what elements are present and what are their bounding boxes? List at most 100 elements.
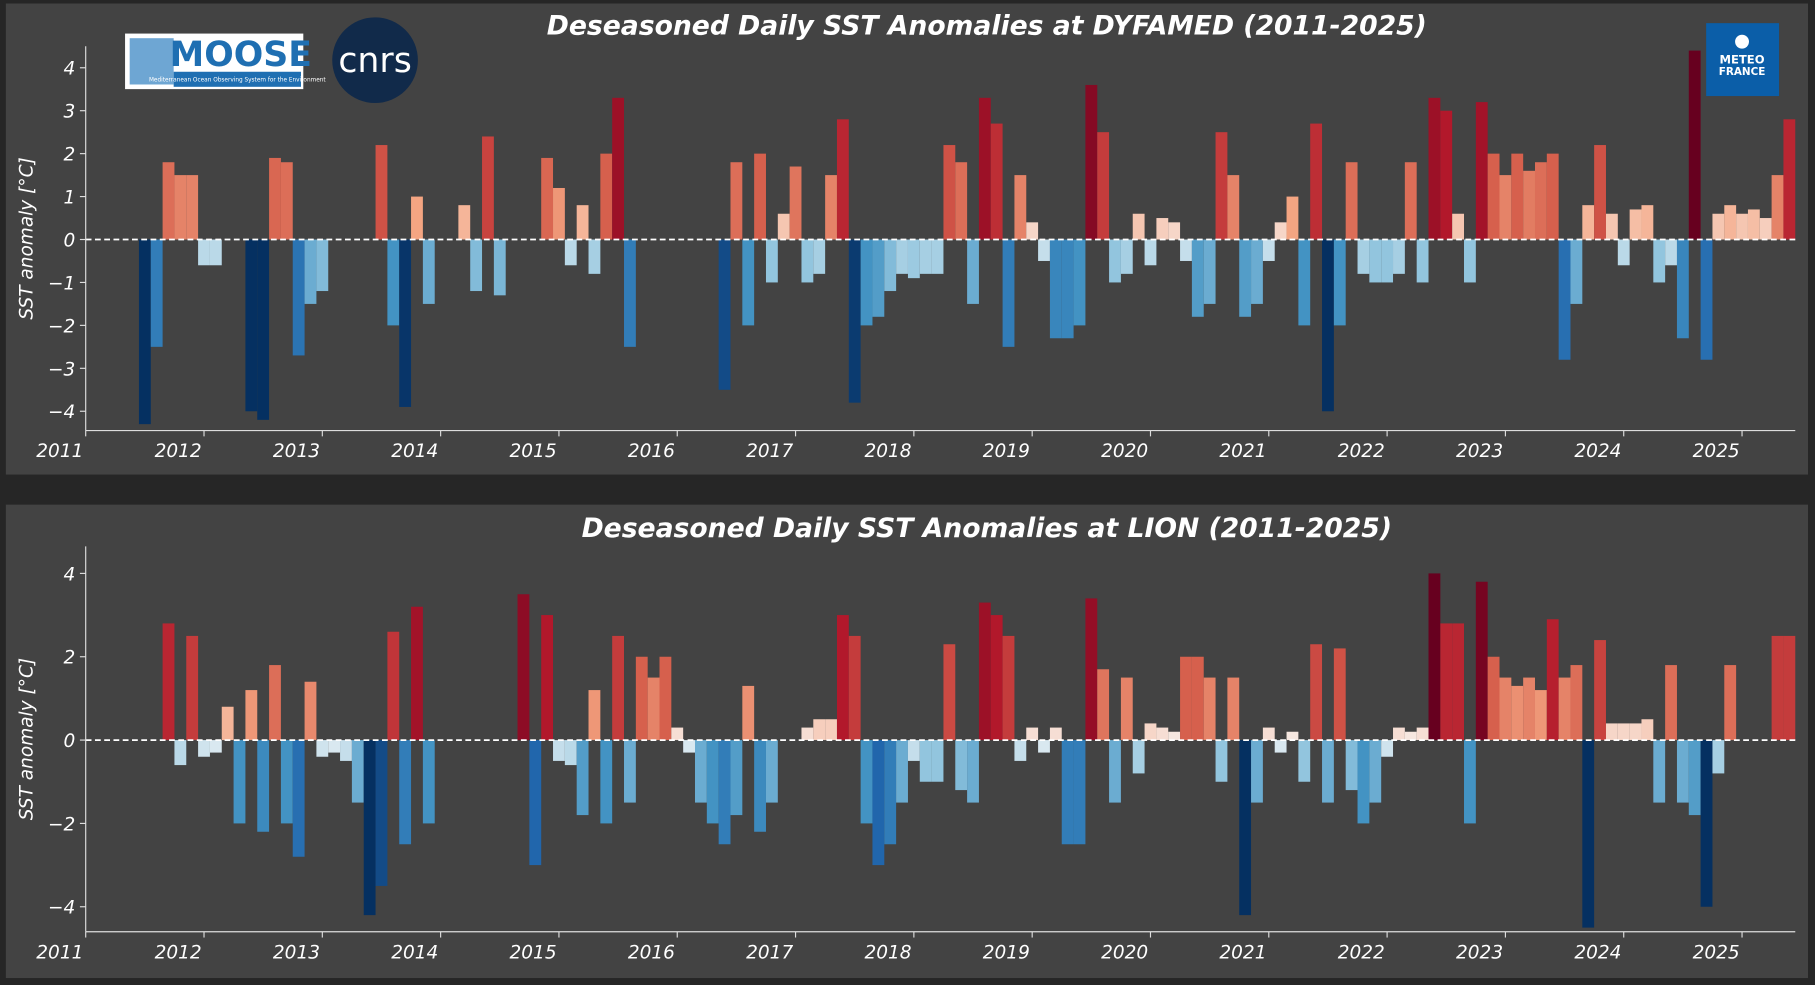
logo-text: MOOSE [170,35,312,75]
bar [718,740,731,845]
bar [1629,723,1642,741]
bar [257,740,270,832]
bar [955,740,968,791]
bar [1736,213,1748,240]
bar [1014,740,1027,761]
bar [825,719,837,741]
bar [848,635,861,741]
bar [612,635,625,741]
bar [1262,239,1275,261]
bar [1404,731,1417,741]
bar [1002,635,1015,741]
bar [1191,656,1204,741]
bar [1310,123,1323,240]
bar [1511,153,1524,240]
x-tick-label: 2017 [746,441,793,462]
y-tick-label: 0 [64,731,76,752]
bar [1558,239,1571,360]
logo-text: METEO [1720,53,1765,67]
bar [967,740,979,803]
bar [233,740,246,824]
bar [647,677,660,741]
bar [1132,740,1145,774]
bar [600,740,613,824]
bar [1168,222,1181,240]
bar [990,123,1003,240]
bar [919,740,932,782]
bar [1653,239,1666,283]
bar [1239,239,1252,317]
bar [138,239,151,425]
y-tick-label: −4 [48,402,75,423]
bar [1286,731,1299,741]
logo-band [173,71,301,87]
bar [1156,218,1169,240]
bar [1594,145,1606,240]
bar [789,166,802,240]
chart-title: Deseasoned Daily SST Anomalies at DYFAME… [547,11,1427,42]
bar [1038,740,1050,753]
bar [1700,740,1713,907]
bar [1464,740,1476,824]
bar [1073,239,1086,326]
bar [1629,209,1642,240]
chart-title: Deseasoned Daily SST Anomalies at LION (… [582,513,1392,544]
y-tick-label: −2 [48,814,75,835]
bar [765,239,778,283]
bar [1712,213,1725,240]
bar [1475,102,1488,240]
bar [1381,740,1394,757]
bar [1239,740,1252,916]
y-axis-label: SST anomaly [°C] [16,658,37,820]
bar [588,239,601,274]
bar [884,740,897,845]
bar [825,175,837,240]
bar [1582,205,1595,240]
bar [375,145,388,240]
bar [1783,635,1796,741]
bar [1605,723,1618,741]
x-tick-label: 2013 [273,441,320,462]
x-tick-label: 2022 [1338,942,1385,963]
bar [694,740,707,803]
bar [292,740,305,857]
bar [1617,723,1630,741]
bar [1038,239,1050,261]
bar [967,239,979,304]
bar [1605,213,1618,240]
bar [801,239,814,283]
bar [209,740,222,753]
bar [1026,222,1039,240]
bar [1381,239,1394,283]
bar [1771,635,1784,741]
bar [1097,669,1110,741]
bar [612,97,625,240]
bar [399,239,412,407]
bar [1132,213,1145,240]
bar [907,740,920,761]
bar [1393,727,1405,741]
bar [943,145,956,240]
bar [541,157,554,240]
x-tick-label: 2025 [1693,942,1740,963]
plot: Deseasoned Daily SST Anomalies at DYFAME… [16,11,1796,462]
x-tick-label: 2017 [746,942,793,963]
bar [1251,740,1263,803]
bar [1109,239,1121,283]
bar [1215,740,1228,782]
bar [765,740,778,803]
bar [576,205,589,240]
bar [836,615,849,741]
y-tick-label: 2 [64,145,76,166]
plot: Deseasoned Daily SST Anomalies at LION (… [16,513,1796,963]
bar [1026,727,1039,741]
bar [659,656,672,741]
x-tick-label: 2021 [1219,441,1266,462]
bar [1487,656,1500,741]
bar [470,239,483,292]
bar [162,623,175,741]
bar [801,727,814,741]
bar [1014,175,1027,240]
bar [955,162,968,240]
